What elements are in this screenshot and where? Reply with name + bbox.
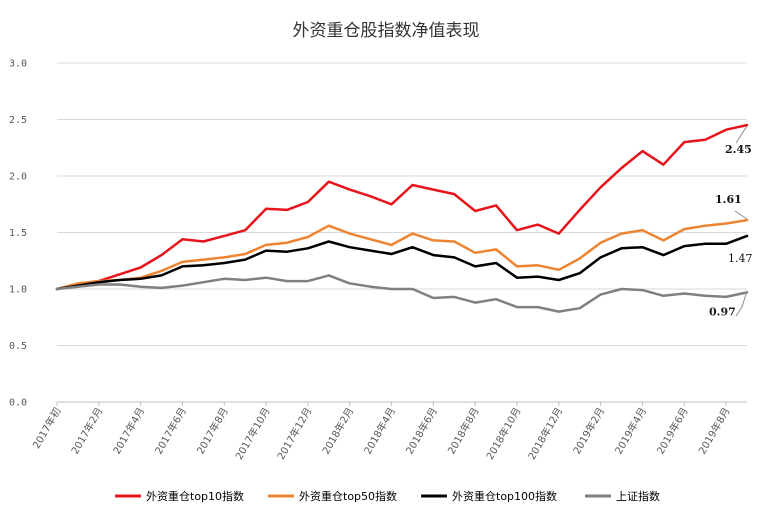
x-axis-tick-marks [56, 402, 727, 406]
series-line-3 [55, 234, 749, 291]
legend: 外资重仓top10指数 外资重仓top50指数 外资重仓top100指数 上证指数 [115, 489, 660, 503]
x-tick-label: 2017年初 [30, 405, 64, 451]
series-line-1 [55, 123, 749, 291]
x-tick-label: 2018年10月 [483, 405, 523, 462]
y-tick-label: 0.0 [9, 398, 27, 409]
end-value-label: 2.45 [725, 143, 752, 156]
x-tick-label: 2017年8月 [194, 405, 231, 456]
x-tick-label: 2019年4月 [612, 405, 649, 456]
legend-item: 上证指数 [585, 489, 660, 503]
x-tick-label: 2017年4月 [110, 405, 147, 456]
x-tick-label: 2018年4月 [361, 405, 398, 456]
y-tick-label: 1.0 [9, 285, 27, 296]
legend-item: 外资重仓top100指数 [421, 489, 557, 503]
legend-label: 上证指数 [616, 489, 660, 503]
end-value-label: 1.61 [715, 193, 742, 206]
label-leader-lines [734, 125, 748, 317]
leader-line [735, 125, 748, 144]
series-lines [55, 123, 749, 313]
y-axis-ticks: 0.0 0.5 1.0 1.5 2.0 2.5 3.0 [9, 59, 27, 409]
x-tick-label: 2018年12月 [525, 405, 565, 462]
x-tick-label: 2017年2月 [68, 405, 105, 456]
x-tick-label: 2018年2月 [319, 405, 356, 456]
y-tick-label: 2.0 [9, 172, 27, 183]
x-tick-label: 2019年6月 [654, 405, 691, 456]
end-value-label: 0.97 [709, 305, 736, 318]
y-tick-label: 3.0 [9, 59, 27, 70]
x-tick-label: 2019年2月 [570, 405, 607, 456]
legend-label: 外资重仓top50指数 [299, 489, 397, 503]
x-tick-label: 2017年10月 [232, 405, 272, 462]
leader-line [735, 290, 748, 317]
y-tick-label: 2.5 [9, 115, 27, 126]
x-tick-label: 2018年6月 [403, 405, 440, 456]
series-line-2 [55, 218, 749, 291]
y-tick-label: 1.5 [9, 228, 27, 239]
legend-label: 外资重仓top10指数 [146, 489, 244, 503]
legend-item: 外资重仓top10指数 [115, 489, 244, 503]
x-tick-label: 2017年12月 [274, 405, 314, 462]
x-tick-label: 2018年8月 [445, 405, 482, 456]
x-tick-label: 2019年8月 [696, 405, 733, 456]
end-value-labels: 2.45 1.61 1.47 0.97 [709, 143, 753, 318]
end-value-label: 1.47 [728, 252, 753, 265]
legend-label: 外资重仓top100指数 [452, 489, 557, 503]
leader-line [734, 210, 748, 220]
x-tick-label: 2017年6月 [152, 405, 189, 456]
gridlines [57, 62, 747, 403]
y-tick-label: 0.5 [9, 341, 27, 352]
chart-title: 外资重仓股指数净值表现 [293, 21, 480, 41]
series-line-4 [55, 274, 749, 313]
x-axis-ticks: 2017年初 2017年2月 2017年4月 2017年6月 2017年8月 2017年1… [30, 405, 733, 462]
legend-item: 外资重仓top50指数 [268, 489, 397, 503]
